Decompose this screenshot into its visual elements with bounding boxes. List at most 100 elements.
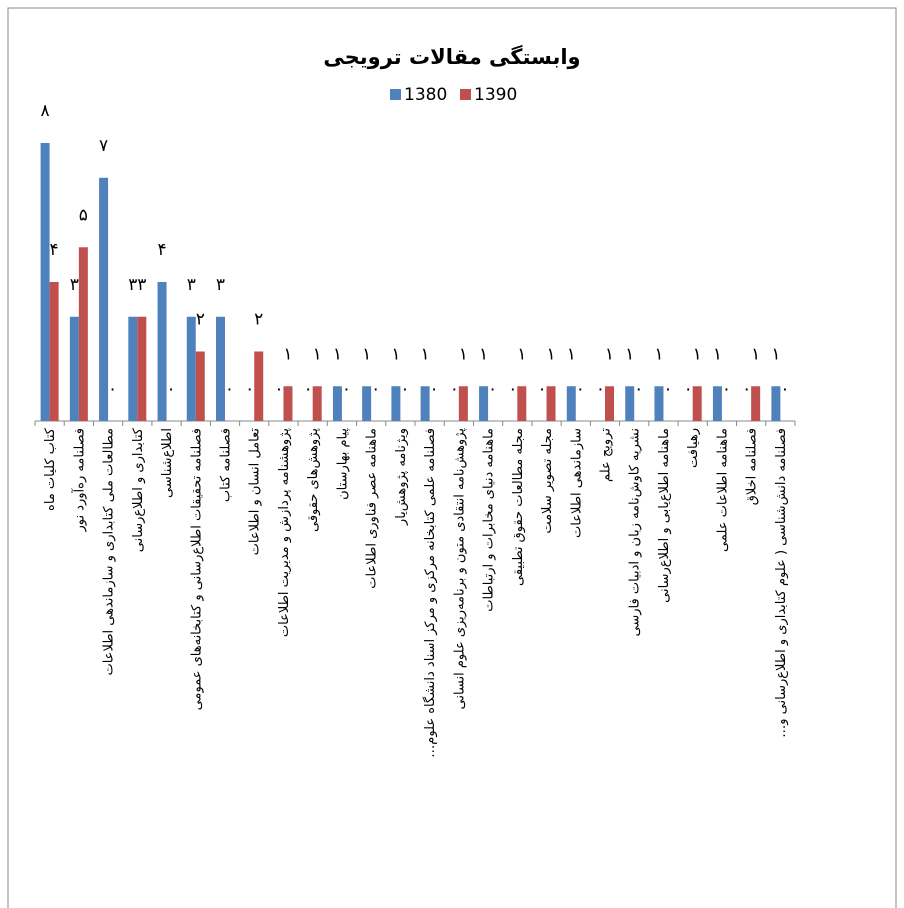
x-tick-label: ترویج علم [599, 428, 614, 482]
x-tick-label: فصلنامه ره‌آورد نور [70, 428, 87, 533]
data-label: ۱ [567, 344, 576, 364]
data-label: ۳ [128, 275, 137, 295]
data-label: ۸ [41, 101, 50, 121]
bar [479, 386, 489, 421]
data-label: ۰ [166, 379, 175, 399]
data-label: ۱ [283, 344, 292, 364]
x-tick-label: کتاب کلیات ماه [43, 427, 58, 511]
x-tick-label: نشریه کاوش‌نامه زبان و ادبیات فارسی [628, 428, 643, 636]
data-label: ۲ [196, 310, 205, 330]
data-label: ۱ [654, 344, 663, 364]
chart-title: وابستگی مقالات ترویجی [323, 44, 580, 69]
x-tick-label: پیام بهارستان [335, 428, 350, 500]
bar [40, 143, 50, 421]
data-label: ۱ [546, 344, 555, 364]
x-tick-label: مجله مطالعات حقوق تطبیقی [511, 428, 526, 586]
bar [625, 386, 635, 421]
data-label: ۰ [450, 379, 459, 399]
x-tick-label: اطلاع‌شناسی [160, 428, 175, 498]
data-label: ۱ [421, 344, 430, 364]
x-tick-label: ماهنامه دنیای مخابرات و ارتباطات [482, 428, 497, 612]
x-tick-label: رهیافت [686, 428, 701, 468]
data-label: ۰ [634, 379, 643, 399]
bar [186, 316, 196, 421]
data-label: ۰ [108, 379, 117, 399]
data-label: ۰ [245, 379, 254, 399]
bar [517, 386, 527, 421]
legend-swatch [460, 89, 471, 100]
data-label: ۰ [684, 379, 693, 399]
x-tick-label: فصلنامه علمی کتابخانه مرکزی و مرکز اسناد… [422, 428, 438, 758]
bar [332, 386, 342, 421]
bar [99, 177, 109, 421]
data-label: ۱ [479, 344, 488, 364]
data-label: ۱ [313, 344, 322, 364]
data-label: ۰ [663, 379, 672, 399]
x-tick-label: مطالعات ملی کتابداری و سازماندهی اطلاعات [102, 428, 117, 676]
x-tick-label: ویژنامه پژوهش‌یار [394, 428, 409, 526]
bar [216, 316, 225, 421]
data-label: ۱ [693, 344, 702, 364]
data-label: ۴ [157, 240, 166, 260]
x-tick-label: کتابداری و اطلاع‌رسانی [131, 427, 146, 552]
data-label: ۴ [50, 240, 59, 260]
data-label: ۰ [742, 379, 751, 399]
bar [458, 386, 468, 421]
x-tick-label: مجله تصویر سلامت [540, 428, 555, 534]
x-tick-label: فصلنامه تحقیقات اطلاع‌رسانی و کتابخانه‌ه… [189, 428, 204, 710]
data-label: ۱ [391, 344, 400, 364]
data-label: ۱ [362, 344, 371, 364]
bar [751, 386, 761, 421]
data-label: ۱ [771, 344, 780, 364]
x-tick-label: فصلنامه کتاب [219, 428, 234, 502]
data-label: ۰ [596, 379, 605, 399]
bar [771, 386, 781, 421]
bar [128, 316, 138, 421]
bar [420, 386, 430, 421]
data-label: ۱ [713, 344, 722, 364]
data-label: ۰ [780, 379, 789, 399]
data-label: ۱ [517, 344, 526, 364]
x-tick-label: پژوهش‌نامه انتقادی متون و برنامه‌ریزی عل… [452, 428, 467, 710]
legend-label: 1380 [404, 85, 447, 105]
x-tick-label: فصلنامه دانش‌شناسی ( علوم کتابداری و اطل… [774, 428, 789, 738]
data-label: ۵ [79, 205, 88, 225]
data-label: ۱ [605, 344, 614, 364]
x-tick-label: تعامل انسان و اطلاعات [248, 428, 263, 556]
data-label: ۰ [304, 379, 313, 399]
data-label: ۰ [342, 379, 351, 399]
data-label: ۱ [459, 344, 468, 364]
x-tick-label: ماهنامه عصر فناوری اطلاعات [365, 428, 380, 589]
x-tick-label: ماهنامه اطلاعات علمی [715, 428, 730, 552]
data-label: ۰ [537, 379, 546, 399]
bar [312, 386, 322, 421]
x-tick-label: سازماندهی اطلاعات [569, 428, 584, 538]
data-label: ۱ [751, 344, 760, 364]
bar [137, 316, 147, 421]
bar [283, 386, 293, 421]
bar [654, 386, 664, 421]
data-label: ۰ [225, 379, 234, 399]
bar [78, 247, 88, 421]
data-label: ۰ [371, 379, 380, 399]
bar [605, 386, 614, 421]
data-label: ۰ [508, 379, 517, 399]
x-tick-label: پژوهش‌های حقوقی [306, 428, 321, 532]
bar [49, 282, 59, 421]
chart-border [7, 7, 897, 908]
bar [157, 282, 167, 421]
data-label: ۰ [722, 379, 731, 399]
bar [254, 351, 264, 421]
x-tick-label: پژوهشنامه پردازش و مدیریت اطلاعات [277, 428, 292, 637]
data-label: ۲ [254, 310, 263, 330]
bar [69, 316, 79, 421]
data-label: ۰ [274, 379, 283, 399]
bar [692, 386, 702, 421]
data-label: ۳ [216, 275, 225, 295]
data-label: ۰ [400, 379, 409, 399]
data-label: ۳ [137, 275, 146, 295]
data-label: ۱ [333, 344, 342, 364]
data-label: ۰ [576, 379, 585, 399]
data-label: ۳ [70, 275, 79, 295]
